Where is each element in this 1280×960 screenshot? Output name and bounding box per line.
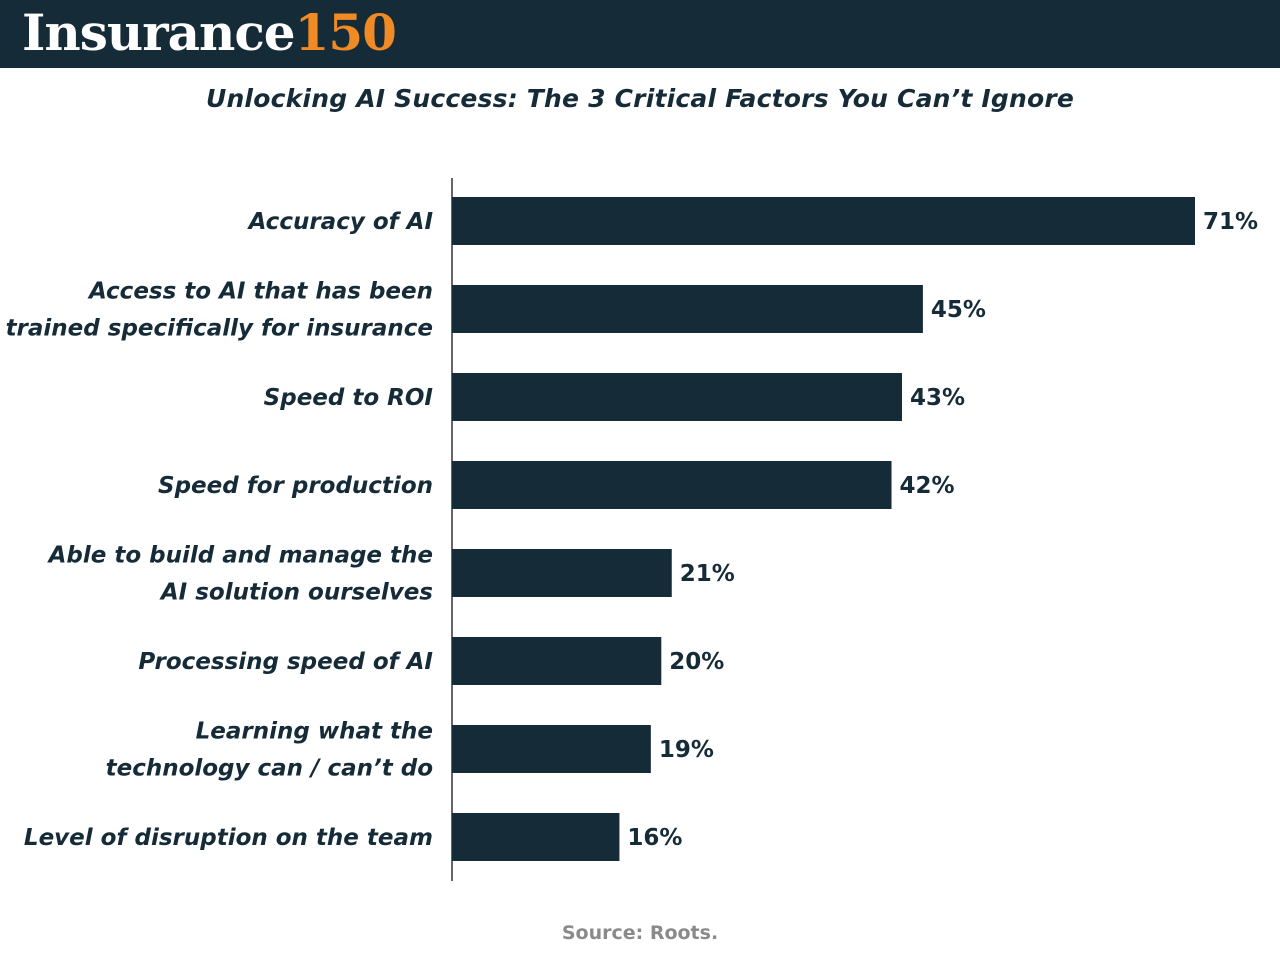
category-label: Able to build and manage the	[47, 543, 433, 569]
category-label: Processing speed of AI	[138, 649, 433, 675]
category-label: Speed for production	[158, 473, 433, 499]
bar[interactable]	[452, 285, 923, 333]
bar-chart: 71% Accuracy of AI 45% Access to AI that ha…	[6, 178, 1258, 881]
data-label: 45%	[931, 297, 986, 323]
bar[interactable]	[452, 725, 651, 773]
data-label: 21%	[680, 561, 735, 587]
bar[interactable]	[452, 637, 662, 685]
category-label: Learning what the	[196, 719, 433, 745]
category-label: Accuracy of AI	[247, 209, 434, 235]
bar[interactable]	[452, 813, 620, 861]
category-label: trained specifically for insurance	[6, 316, 433, 342]
source-note: Source: Roots.	[561, 922, 719, 944]
category-label: Speed to ROI	[264, 385, 434, 411]
data-label: 43%	[910, 385, 965, 411]
logo[interactable]: Insurance150	[22, 2, 397, 64]
logo-number: 150	[294, 3, 397, 62]
bar[interactable]	[452, 549, 672, 597]
category-label: Access to AI that has been	[87, 279, 433, 305]
data-label: 71%	[1203, 209, 1258, 235]
bar[interactable]	[452, 461, 892, 509]
category-label: AI solution ourselves	[159, 580, 433, 606]
data-label: 20%	[669, 649, 724, 675]
chart-title: Unlocking AI Success: The 3 Critical Fac…	[205, 84, 1075, 113]
data-label: 42%	[900, 473, 955, 499]
header-bar: Insurance150	[0, 0, 1280, 68]
data-label: 19%	[659, 737, 714, 763]
logo-word: Insurance	[22, 3, 296, 62]
bar[interactable]	[452, 197, 1195, 245]
category-label: technology can / can’t do	[106, 756, 433, 782]
data-label: 16%	[627, 825, 682, 851]
bar[interactable]	[452, 373, 902, 421]
category-label: Level of disruption on the team	[24, 825, 433, 851]
